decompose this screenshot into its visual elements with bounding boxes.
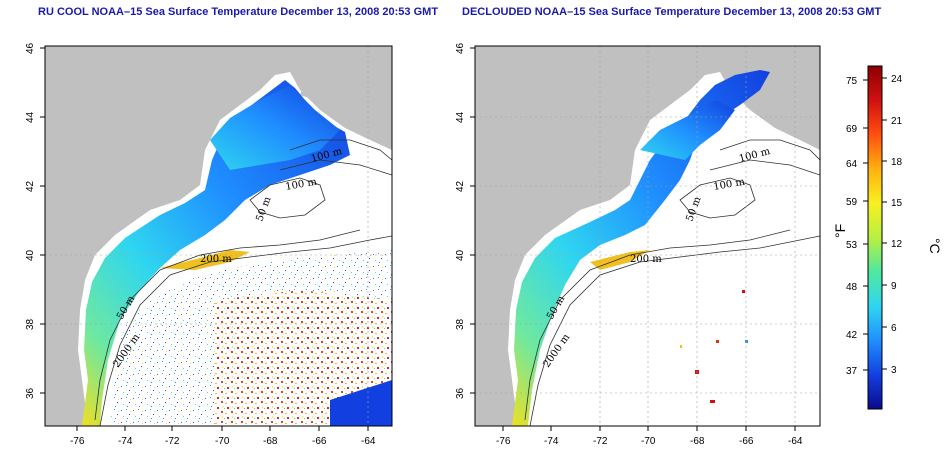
left-map: 100 m 100 m 50 m 200 m 50 m 2000 m -76 -… [25, 42, 393, 447]
x-tick-label: -68 [690, 436, 705, 447]
y-tick-label: 40 [455, 249, 466, 261]
fahrenheit-tick: 64 [846, 159, 858, 170]
x-tick-label: -74 [544, 436, 559, 447]
y-tick-label: 42 [455, 180, 466, 192]
x-tick-label: -76 [70, 436, 85, 447]
y-tick-label: 42 [25, 180, 36, 192]
x-tick-label: -76 [496, 436, 511, 447]
y-tick-label: 44 [455, 111, 466, 123]
fahrenheit-tick: 48 [846, 282, 858, 293]
x-tick-label: -66 [312, 436, 327, 447]
celsius-tick: 3 [891, 365, 897, 376]
contour-label: 200 m [200, 254, 232, 265]
x-tick-label: -64 [788, 436, 803, 447]
colorbar: 75 69 64 59 53 48 42 37 24 21 18 15 12 9… [832, 65, 943, 410]
y-tick-label: 40 [25, 249, 36, 261]
fahrenheit-tick: 42 [846, 330, 858, 341]
fahrenheit-tick: 37 [846, 366, 858, 377]
x-tick-label: -68 [263, 436, 278, 447]
celsius-tick: 21 [891, 116, 903, 127]
celsius-tick: 6 [891, 323, 897, 334]
x-tick-label: -70 [215, 436, 230, 447]
y-tick-label: 38 [455, 318, 466, 330]
celsius-tick: 12 [891, 239, 903, 250]
right-panel-title: DECLOUDED NOAA–15 Sea Surface Temperatur… [462, 6, 882, 18]
celsius-tick: 15 [891, 198, 903, 209]
x-tick-label: -70 [641, 436, 656, 447]
x-tick-label: -74 [118, 436, 133, 447]
celsius-tick: 18 [891, 157, 903, 168]
y-tick-label: 38 [25, 318, 36, 330]
celsius-tick: 9 [891, 281, 897, 292]
x-tick-label: -72 [593, 436, 608, 447]
fahrenheit-tick: 69 [846, 124, 858, 135]
y-tick-label: 44 [25, 111, 36, 123]
fahrenheit-unit: °F [832, 224, 848, 238]
right-map: 100 m 100 m 50 m 200 m 50 m 2000 m -76 -… [455, 42, 821, 447]
celsius-tick: 24 [891, 74, 903, 85]
celsius-unit: °C [927, 238, 943, 254]
y-tick-label: 46 [455, 42, 466, 54]
y-tick-label: 36 [25, 387, 36, 399]
x-tick-label: -66 [739, 436, 754, 447]
x-tick-label: -72 [165, 436, 180, 447]
fahrenheit-tick: 75 [846, 76, 858, 87]
fahrenheit-tick: 59 [846, 197, 858, 208]
contour-label: 200 m [630, 254, 662, 265]
left-panel-title: RU COOL NOAA–15 Sea Surface Temperature … [38, 6, 439, 18]
fahrenheit-tick: 53 [846, 240, 858, 251]
colorbar-gradient [867, 65, 883, 410]
y-tick-label: 36 [455, 387, 466, 399]
y-tick-label: 46 [25, 42, 36, 54]
x-tick-label: -64 [361, 436, 376, 447]
